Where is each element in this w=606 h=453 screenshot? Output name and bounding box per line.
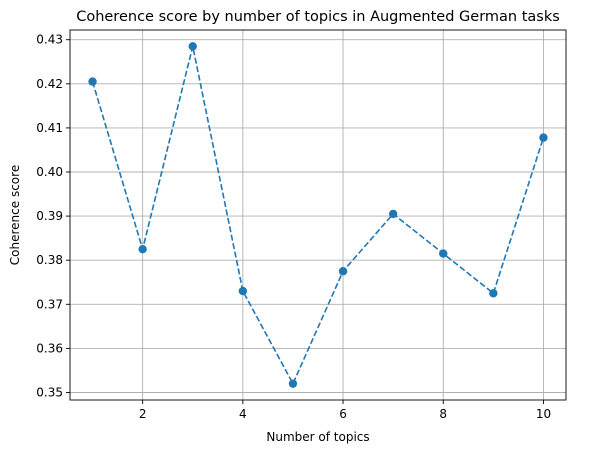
- x-axis-title: Number of topics: [266, 430, 369, 444]
- y-tick-label: 0.39: [36, 209, 63, 223]
- data-series: [88, 42, 548, 388]
- y-tick-label: 0.43: [36, 33, 63, 47]
- y-axis-title: Coherence score: [8, 165, 22, 265]
- data-point: [288, 379, 298, 388]
- grid-lines: [70, 30, 566, 400]
- x-tick-label: 10: [536, 407, 551, 421]
- axis-ticks: 2 4 6 8 10 0.35 0.36 0.37 0.38 0.39 0.40 0.41 0.42 0.…: [36, 33, 551, 421]
- y-tick-label: 0.38: [36, 253, 63, 267]
- y-tick-label: 0.41: [36, 121, 63, 135]
- data-point: [388, 209, 398, 219]
- chart-title: Coherence score by number of topics in A…: [76, 9, 560, 25]
- y-tick-label: 0.40: [36, 165, 63, 179]
- series-line: [91, 46, 545, 386]
- data-point: [439, 249, 448, 258]
- data-point: [539, 133, 548, 142]
- y-tick-label: 0.37: [36, 297, 63, 311]
- data-point: [338, 267, 348, 276]
- x-tick-label: 4: [239, 407, 247, 421]
- y-tick-label: 0.36: [36, 341, 63, 355]
- x-tick-label: 8: [439, 407, 447, 421]
- y-tick-label: 0.35: [36, 386, 63, 400]
- data-point: [88, 77, 97, 86]
- y-tick-label: 0.42: [36, 77, 63, 91]
- x-tick-label: 2: [139, 407, 147, 421]
- data-point: [138, 244, 147, 254]
- data-point: [489, 289, 498, 298]
- x-tick-label: 6: [339, 407, 347, 421]
- data-point: [238, 286, 248, 296]
- data-point: [188, 42, 197, 51]
- plot-frame: [69, 29, 567, 401]
